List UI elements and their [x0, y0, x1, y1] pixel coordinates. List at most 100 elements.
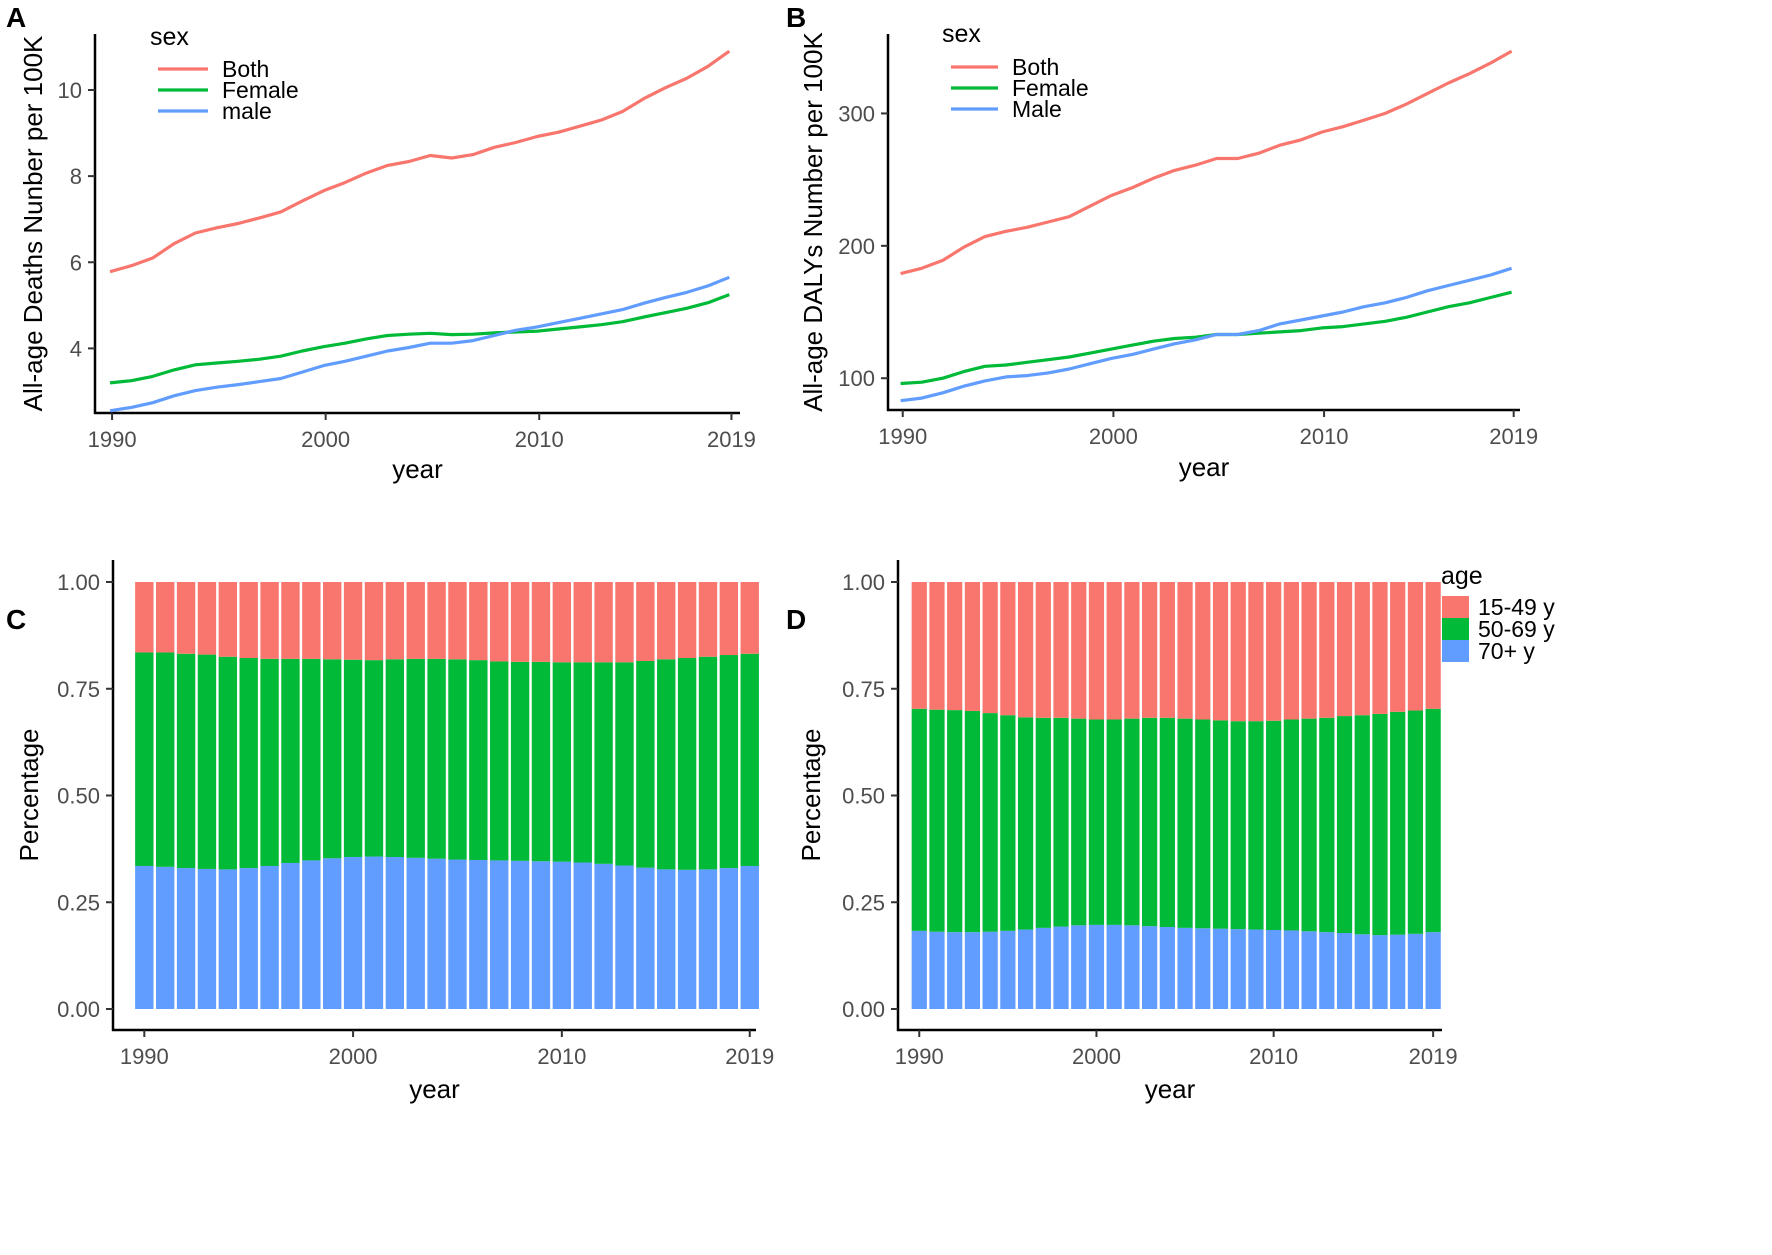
bar-segment-1994-50-69y	[218, 656, 238, 870]
bar-segment-1998-50-69y	[302, 658, 321, 861]
bar-segment-2014-70+y	[1336, 932, 1353, 1009]
bar-segment-2017-70+y	[698, 869, 718, 1009]
bar-segment-2005-15-49y	[1177, 582, 1193, 719]
bar-segment-2011-50-69y	[1283, 719, 1299, 931]
bar-segment-2004-50-69y	[427, 658, 446, 859]
bar-segment-1992-15-49y	[947, 582, 963, 711]
bar-segment-2001-50-69y	[1106, 719, 1122, 925]
bar-segment-1997-15-49y	[1035, 582, 1051, 718]
bar-segment-1993-15-49y	[197, 582, 217, 655]
bar-segment-2017-15-49y	[698, 582, 718, 657]
bar-segment-2003-70+y	[1142, 926, 1158, 1009]
bar-segment-2013-50-69y	[1319, 717, 1335, 933]
bar-segment-2010-15-49y	[552, 582, 572, 663]
x-tick-label: 2019	[707, 427, 756, 452]
bar-segment-2001-15-49y	[364, 582, 384, 661]
bar-segment-1996-50-69y	[1017, 717, 1034, 930]
bar-segment-2007-15-49y	[490, 582, 509, 662]
series-line-both	[109, 49, 731, 274]
bar-segment-2014-70+y	[636, 867, 655, 1009]
bar-segment-2011-70+y	[573, 862, 592, 1009]
bar-segment-2000-70+y	[343, 856, 363, 1009]
bar-segment-2002-15-49y	[385, 582, 405, 660]
bar-segment-2009-70+y	[531, 861, 551, 1009]
bar-segment-1996-70+y	[260, 865, 279, 1009]
bar-segment-2016-50-69y	[1372, 713, 1388, 936]
bar-segment-1992-15-49y	[176, 582, 196, 654]
bar-segment-2003-50-69y	[1142, 717, 1158, 927]
bar-segment-1994-50-69y	[982, 713, 998, 932]
bar-segment-2014-15-49y	[636, 582, 655, 661]
bar-segment-1996-70+y	[1017, 929, 1034, 1009]
bar-segment-2006-15-49y	[1195, 582, 1211, 720]
bar-segment-2011-50-69y	[573, 662, 592, 863]
bar-segment-1999-15-49y	[1071, 582, 1087, 719]
bar-segment-1997-70+y	[1035, 927, 1051, 1009]
bar-segment-2000-15-49y	[1088, 582, 1105, 720]
bar-segment-1995-15-49y	[239, 582, 258, 659]
bar-segment-2012-50-69y	[1301, 718, 1317, 932]
bar-segment-2018-15-49y	[719, 582, 739, 656]
bar-segment-2007-50-69y	[490, 661, 509, 861]
bar-segment-1991-50-69y	[929, 709, 945, 932]
bar-segment-2015-70+y	[657, 869, 676, 1009]
bar-segment-2005-50-69y	[1177, 718, 1193, 928]
bar-segment-1990-50-69y	[911, 708, 927, 931]
series-line-female	[109, 293, 730, 385]
bar-segment-1999-70+y	[323, 858, 342, 1009]
y-tick-label: 0.75	[57, 677, 100, 702]
bar-segment-1991-50-69y	[156, 652, 175, 867]
bar-segment-2015-50-69y	[657, 659, 676, 870]
bar-segment-1993-50-69y	[964, 710, 981, 933]
y-axis-title: Percentage	[796, 729, 826, 862]
x-tick-label: 1990	[88, 427, 137, 452]
bar-segment-1991-15-49y	[929, 582, 945, 710]
bar-segment-2013-50-69y	[615, 662, 634, 866]
bar-segment-2017-15-49y	[1390, 582, 1406, 712]
panel-letter-c: C	[6, 604, 27, 635]
x-axis-title: year	[392, 454, 443, 484]
bar-segment-2004-15-49y	[1159, 582, 1175, 718]
series-line-both	[900, 49, 1513, 276]
bar-segment-1994-70+y	[982, 931, 998, 1009]
legend: age 15-49 y50-69 y70+ y	[1441, 562, 1555, 664]
bar-segment-1995-50-69y	[239, 658, 258, 869]
bar-segment-2005-50-69y	[448, 659, 467, 860]
y-tick-label: 0.50	[57, 784, 100, 809]
legend-label-male: Male	[1012, 96, 1062, 122]
bar-segment-1990-15-49y	[911, 582, 927, 709]
bar-segment-2017-70+y	[1390, 934, 1406, 1009]
bar-segment-2000-15-49y	[343, 582, 363, 660]
bar-segment-2016-50-69y	[677, 658, 697, 870]
bar-segment-2008-50-69y	[510, 661, 530, 861]
x-tick-label: 2010	[1249, 1044, 1298, 1069]
x-tick-label: 2010	[1300, 424, 1349, 449]
bar-segment-2019-15-49y	[1425, 582, 1441, 709]
y-tick-label: 10	[58, 78, 82, 103]
bar-segment-1993-70+y	[197, 868, 217, 1009]
bar-segment-2013-70+y	[1319, 932, 1335, 1009]
bar-segment-2006-15-49y	[469, 582, 488, 661]
legend-label-50-69y: 50-69 y	[1478, 616, 1555, 642]
bar-segment-2003-70+y	[406, 857, 425, 1009]
bar-segment-2009-50-69y	[1248, 721, 1264, 930]
bar-segment-2012-15-49y	[1301, 582, 1317, 719]
bar-segment-2001-70+y	[364, 856, 384, 1009]
bar-segment-2019-50-69y	[1425, 708, 1441, 933]
x-axis-title: year	[1145, 1074, 1196, 1104]
bar-segment-2015-70+y	[1354, 934, 1370, 1009]
x-tick-label: 2019	[725, 1044, 774, 1069]
legend-label-70+y: 70+ y	[1478, 638, 1535, 664]
legend-label-female: Female	[222, 77, 299, 103]
bar-segment-2008-15-49y	[510, 582, 530, 662]
bar-segment-2001-15-49y	[1106, 582, 1122, 720]
bar-segment-2006-70+y	[469, 859, 488, 1009]
bar-segment-1999-50-69y	[323, 659, 342, 859]
bar-segment-2018-15-49y	[1407, 582, 1424, 711]
bar-segment-2012-70+y	[594, 863, 613, 1009]
bar-segment-2008-15-49y	[1230, 582, 1246, 722]
x-tick-label: 2019	[1489, 424, 1538, 449]
y-tick-label: 0.25	[57, 890, 100, 915]
bar-segment-2003-50-69y	[406, 658, 425, 858]
